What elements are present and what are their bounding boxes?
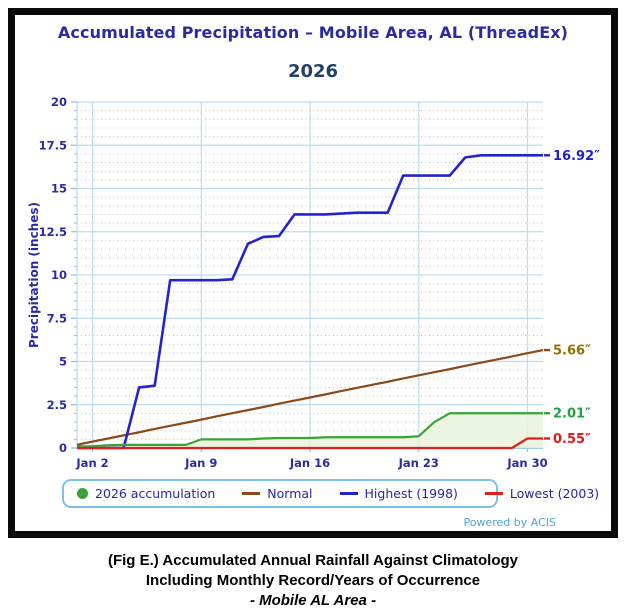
svg-text:15: 15 <box>51 182 67 196</box>
legend-line-icon <box>484 492 503 495</box>
figure-caption: (Fig E.) Accumulated Annual Rainfall Aga… <box>0 551 626 611</box>
svg-text:7.5: 7.5 <box>47 311 67 325</box>
legend: 2026 accumulation Normal Highest (1998) … <box>62 479 599 508</box>
svg-text:Jan 2: Jan 2 <box>75 456 108 470</box>
caption-line-2: Including Monthly Record/Years of Occurr… <box>145 572 481 589</box>
legend-label: Lowest (2003) <box>509 486 600 501</box>
svg-text:Jan 16: Jan 16 <box>289 456 330 470</box>
legend-item-highest: Highest (1998) <box>339 486 458 501</box>
caption-line-3: - Mobile AL Area - <box>249 592 377 609</box>
legend-line-icon <box>339 492 358 495</box>
svg-text:10: 10 <box>51 268 67 282</box>
legend-line-icon <box>242 492 261 495</box>
svg-text:0: 0 <box>59 441 67 455</box>
chart-panel: Accumulated Precipitation – Mobile Area,… <box>8 8 618 538</box>
chart-subtitle: 2026 <box>287 61 339 82</box>
svg-text:17.5: 17.5 <box>39 138 67 152</box>
legend-item-lowest: Lowest (2003) <box>484 486 600 501</box>
svg-text:12.5: 12.5 <box>39 225 67 239</box>
svg-text:16.92″: 16.92″ <box>553 149 600 164</box>
svg-text:Jan 30: Jan 30 <box>506 456 547 470</box>
caption-line-1: (Fig E.) Accumulated Annual Rainfall Aga… <box>107 552 519 569</box>
powered-by-acis-link[interactable]: Powered by ACIS <box>463 516 557 529</box>
legend-item-2026-accumulation: 2026 accumulation <box>77 486 215 501</box>
svg-text:Jan 9: Jan 9 <box>184 456 217 470</box>
svg-text:2.5: 2.5 <box>47 398 67 412</box>
svg-text:20: 20 <box>51 95 67 109</box>
svg-text:2.01″: 2.01″ <box>553 407 591 422</box>
legend-label: 2026 accumulation <box>95 486 216 501</box>
svg-text:5.66″: 5.66″ <box>553 344 591 359</box>
svg-text:0.55″: 0.55″ <box>553 432 591 447</box>
legend-label: Highest (1998) <box>364 486 458 501</box>
svg-text:5: 5 <box>59 355 67 369</box>
legend-label: Normal <box>267 486 313 501</box>
svg-text:Jan 23: Jan 23 <box>398 456 439 470</box>
precipitation-chart: 0 2.5 5 7.5 10 12.5 15 17.5 20 Jan 2 Jan 9 Jan 16 Ja… <box>39 95 600 470</box>
legend-dot-icon <box>77 488 88 499</box>
legend-item-normal: Normal <box>242 486 313 501</box>
chart-title: Accumulated Precipitation – Mobile Area,… <box>57 23 569 42</box>
